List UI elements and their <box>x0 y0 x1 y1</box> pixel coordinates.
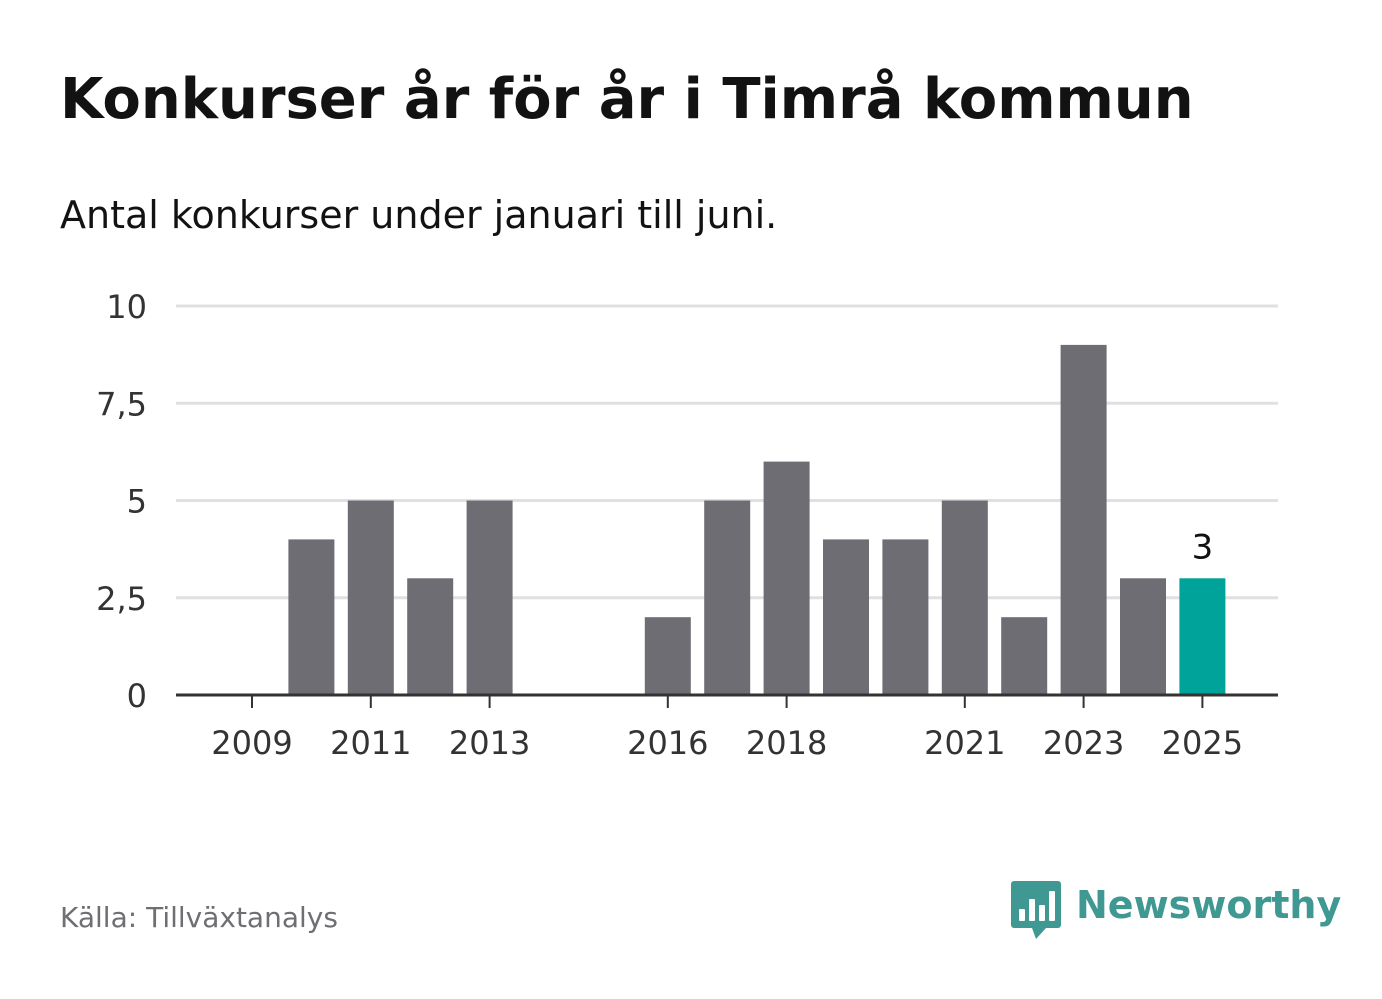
bar-2013 <box>466 500 513 695</box>
bar-2021 <box>941 500 988 695</box>
data-label-2025: 3 <box>1192 527 1214 567</box>
y-tick-label: 0 <box>127 677 147 715</box>
x-tick-label: 2009 <box>211 724 292 762</box>
bar-2025 <box>1179 578 1226 695</box>
bar-2011 <box>347 500 394 695</box>
x-tick-label: 2023 <box>1043 724 1124 762</box>
bar-chart: 02,557,510 2009 2011 2013 2016 2018 2021 2023 2… <box>96 288 1278 762</box>
bar-2017 <box>704 500 751 695</box>
x-tick-label: 2025 <box>1162 724 1243 762</box>
y-tick-labels: 0 2,5 5 7,5 10 <box>96 288 147 715</box>
x-tick-label: 2021 <box>924 724 1005 762</box>
logo-text: Newsworthy <box>1076 883 1342 927</box>
bar-2019 <box>823 539 869 695</box>
bar-2023 <box>1060 344 1107 695</box>
x-tick-labels: 2009 2011 2013 2016 2018 2021 2023 2025 <box>211 724 1243 762</box>
bar-2012 <box>407 578 454 695</box>
bar-2010 <box>288 539 335 695</box>
x-tick-label: 2011 <box>330 724 411 762</box>
annotations: 3 <box>1192 527 1214 567</box>
chart-title: Konkurser år för år i Timrå kommun <box>60 67 1194 132</box>
y-tick-label: 5 <box>127 483 147 521</box>
y-tick-label: 10 <box>106 288 147 326</box>
bar-2022 <box>1001 617 1048 695</box>
y-tick-label: 7,5 <box>96 385 147 423</box>
newsworthy-logo: Newsworthy <box>1010 878 1341 942</box>
bar-2024 <box>1120 578 1166 695</box>
x-tick-label: 2018 <box>746 724 827 762</box>
bar-2016 <box>644 617 691 695</box>
bars <box>288 344 1226 695</box>
bar-2020 <box>882 539 929 695</box>
chart-subtitle: Antal konkurser under januari till juni. <box>60 193 778 237</box>
bar-chart-speech-bubble-icon <box>1011 881 1061 939</box>
source-note: Källa: Tillväxtanalys <box>60 901 338 934</box>
y-tick-label: 2,5 <box>96 580 147 618</box>
bar-2018 <box>763 461 810 695</box>
x-axis <box>176 693 1278 708</box>
x-tick-label: 2013 <box>449 724 530 762</box>
x-tick-label: 2016 <box>627 724 708 762</box>
